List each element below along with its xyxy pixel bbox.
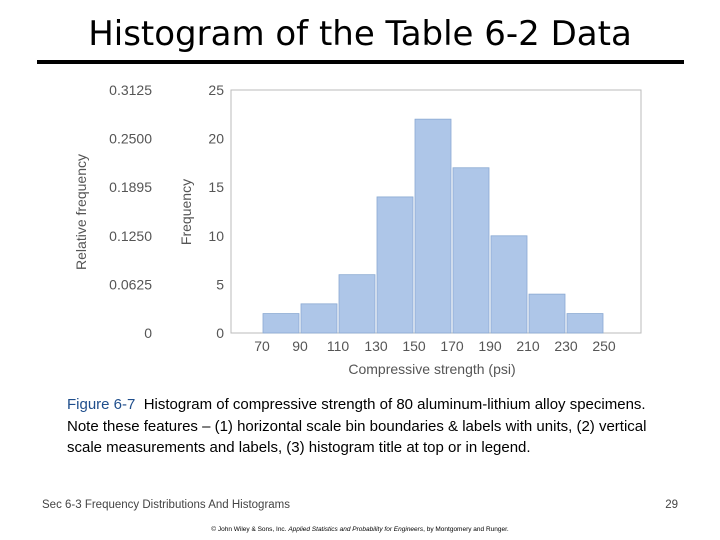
copyright-suffix: , by Montgomery and Runger.: [423, 526, 509, 533]
secondary-y-tick-label: 0.1895: [109, 179, 152, 195]
x-tick-label: 250: [592, 338, 616, 354]
x-tick-label: 70: [254, 338, 270, 354]
caption-text: Histogram of compressive strength of 80 …: [67, 396, 647, 456]
x-tick-label: 110: [327, 338, 350, 354]
histogram-bar: [528, 293, 566, 334]
histogram-bar: [452, 167, 490, 334]
histogram-bar: [490, 235, 528, 334]
copyright-notice: © John Wiley & Sons, Inc. Applied Statis…: [0, 526, 720, 533]
secondary-y-tick-label: 0.1250: [109, 228, 152, 244]
bar-group: [262, 118, 604, 334]
x-axis-label: Compressive strength (psi): [348, 361, 515, 377]
caption-figure-label: Figure 6-7: [67, 396, 136, 413]
figure-caption: Figure 6-7 Histogram of compressive stre…: [67, 394, 657, 459]
x-tick-label: 230: [554, 338, 578, 354]
y-axis-label: Frequency: [178, 179, 194, 245]
x-tick-label: 170: [440, 338, 464, 354]
page-number: 29: [665, 499, 678, 511]
secondary-y-tick-label: 0.2500: [109, 131, 152, 147]
footer-section-label: Sec 6-3 Frequency Distributions And Hist…: [42, 499, 290, 511]
histogram-bar: [566, 313, 604, 334]
y-tick-label: 20: [208, 131, 224, 147]
y-tick-label: 10: [208, 228, 224, 244]
secondary-y-tick-labels: 0 0.0625 0.1250 0.1895 0.2500 0.3125: [109, 82, 152, 341]
secondary-y-tick-label: 0: [144, 325, 152, 341]
histogram-bar: [414, 118, 452, 334]
histogram-bar: [262, 313, 300, 334]
x-tick-label: 90: [292, 338, 308, 354]
histogram-bar: [376, 196, 414, 334]
title-underline: [37, 60, 684, 64]
y-tick-label: 0: [216, 325, 224, 341]
histogram-bar: [300, 303, 338, 334]
y-tick-label: 5: [216, 276, 224, 292]
copyright-book-title: Applied Statistics and Probability for E…: [288, 526, 424, 533]
y-tick-labels: 0 5 10 15 20 25: [208, 82, 224, 341]
y-tick-label: 25: [208, 82, 224, 98]
secondary-y-tick-label: 0.0625: [109, 276, 152, 292]
slide-title: Histogram of the Table 6-2 Data: [88, 14, 632, 54]
secondary-y-tick-label: 0.3125: [109, 82, 152, 98]
histogram-bar: [338, 274, 376, 334]
x-tick-labels: 70 90 110 130 150 170 190 210 230 250: [254, 338, 616, 354]
copyright-prefix: © John Wiley & Sons, Inc.: [211, 526, 287, 533]
x-tick-label: 150: [402, 338, 426, 354]
x-tick-label: 130: [364, 338, 388, 354]
x-tick-label: 190: [478, 338, 502, 354]
x-tick-label: 210: [516, 338, 540, 354]
y-tick-label: 15: [208, 179, 224, 195]
histogram-chart: 70 90 110 130 150 170 190 210 230 250 0510152025 …: [73, 82, 642, 377]
secondary-y-axis-label: Relative frequency: [73, 154, 89, 270]
